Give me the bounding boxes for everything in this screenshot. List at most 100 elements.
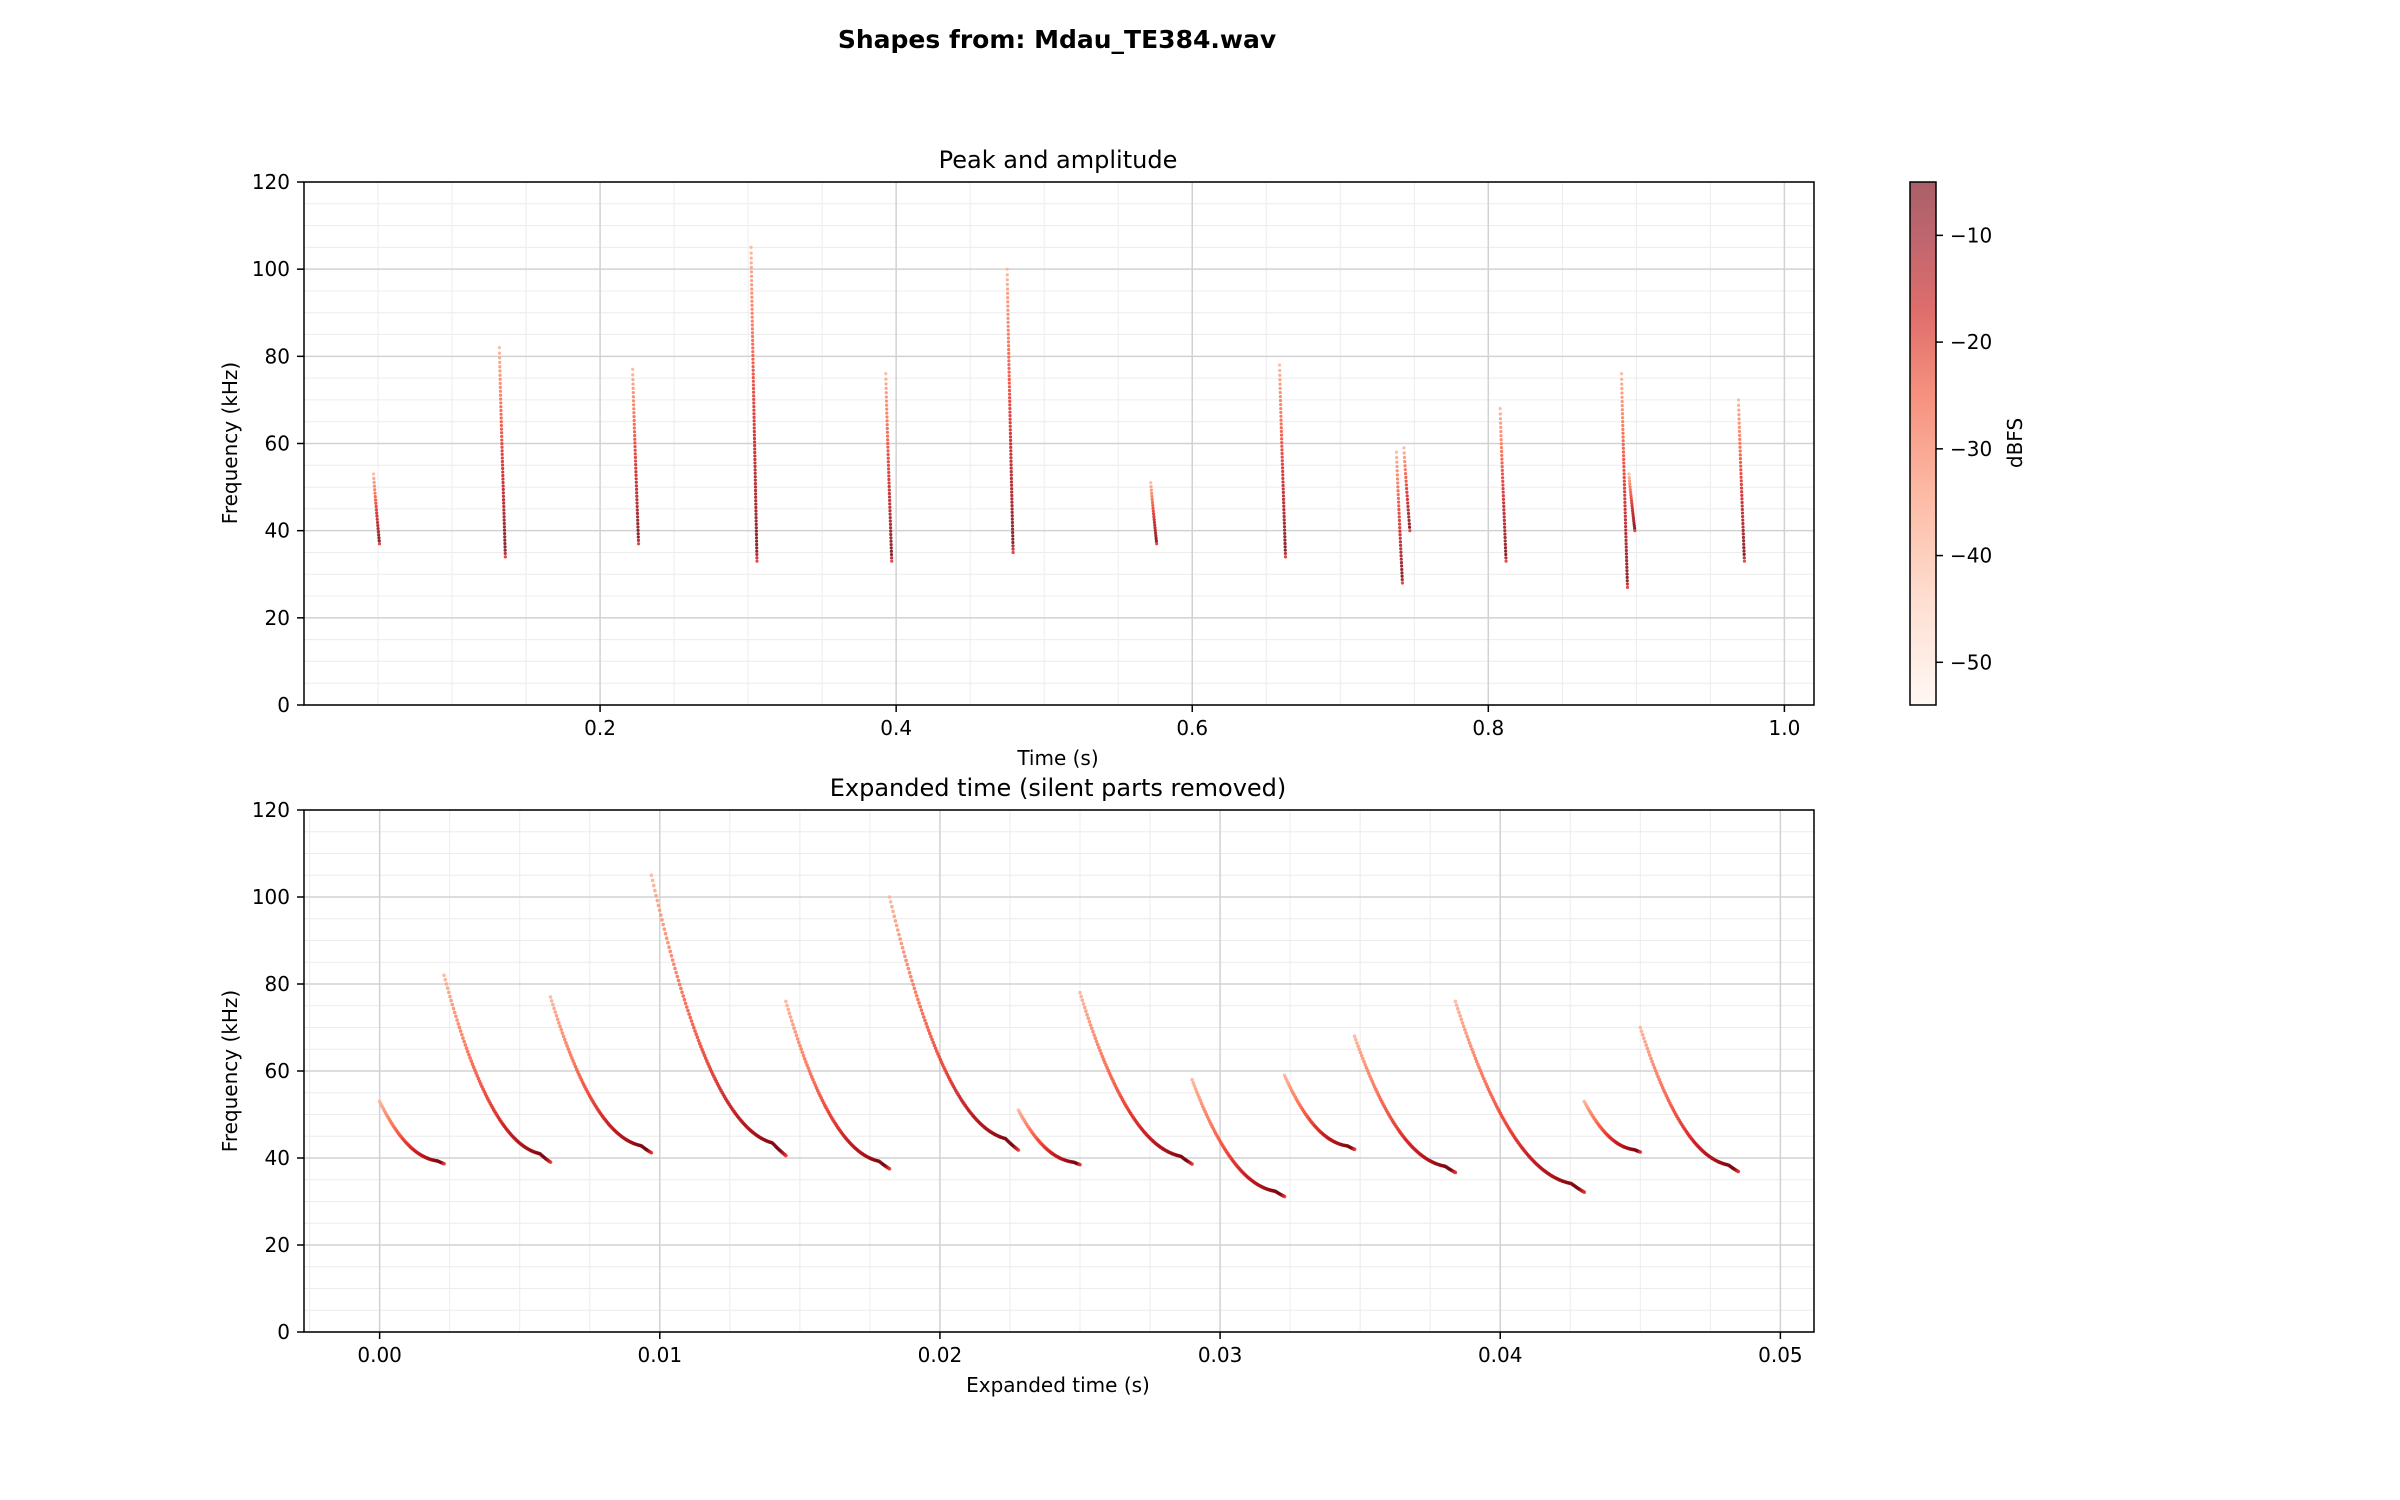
call-12-point [1582,1190,1587,1194]
call-9-point [1399,554,1403,558]
call-14-point [1740,511,1745,515]
call-5-point [886,438,890,442]
call-6-point [1006,332,1010,336]
call-4-point [752,440,757,444]
call-6-point [1010,510,1014,514]
y-tick-label: 60 [265,432,290,456]
call-5-point [885,403,889,407]
call-9-point [1400,571,1404,575]
call-7-point [1153,531,1158,535]
call-10-point [1403,464,1407,468]
call-12-point [1453,999,1458,1004]
call-6-point [903,954,907,959]
call-12-point [1624,528,1628,532]
call-12-point [1470,1047,1474,1052]
call-10-point [1407,522,1411,526]
call-2-point [503,541,507,546]
call-12-point [1621,435,1625,439]
call-5-point [885,430,890,434]
call-9-point [1399,557,1403,561]
call-6-point [1010,520,1015,525]
call-3-point [633,455,638,460]
call-6-point [1005,278,1009,282]
call-3-point [649,1150,654,1155]
call-14-point [1647,1053,1652,1057]
call-6-point [1006,296,1010,300]
call-12-point [1471,1050,1475,1055]
call-6-point [1011,544,1015,548]
call-11-point [1499,434,1503,438]
call-6-point [1009,459,1013,463]
call-3-point [634,487,639,491]
call-6-point [912,986,917,991]
call-2-point [468,1056,472,1060]
call-14-point [1737,421,1741,425]
chart-1-ylabel: Frequency (kHz) [218,362,242,524]
call-5-point [785,1003,789,1008]
call-1-point [374,508,378,512]
call-6-point [911,982,915,987]
call-5-point [885,434,890,438]
call-9-point [1397,522,1402,526]
call-4-point [754,526,758,530]
call-10-point [1405,494,1409,498]
call-7-point [1153,523,1157,527]
call-9-point [1195,1090,1199,1094]
call-6-point [1006,340,1011,344]
x-tick-label: 0.02 [918,1343,963,1367]
call-5-point [884,399,889,403]
call-4-point [753,468,757,472]
call-2-point [500,449,504,453]
call-6-point [1009,442,1013,446]
call-8-point [1279,426,1283,430]
call-6-point [908,974,913,979]
call-14-point [1741,528,1745,533]
call-2-point [471,1065,476,1069]
call-14-point [1739,468,1743,472]
call-12-point [1622,479,1626,483]
call-2-point [498,373,502,377]
call-6-point [1006,304,1010,308]
call-6-point [1005,267,1009,271]
call-11-point [1353,1037,1358,1042]
call-8-point [1278,399,1283,403]
call-8-point [1087,1019,1092,1024]
call-4-point [649,873,654,878]
call-4-point [688,1015,693,1020]
call-6-point [1006,312,1010,316]
call-4-point [675,974,680,979]
call-13-point [1632,519,1636,523]
call-3-point [633,444,637,449]
call-11-point [1498,417,1503,421]
call-8-point [1280,444,1284,448]
x-tick-label: 1.0 [1768,716,1800,740]
call-9-point [1399,547,1403,551]
call-3-point [636,532,640,536]
call-12-point [1625,569,1629,573]
call-9-point [1397,518,1402,523]
call-4-point [752,412,756,416]
call-11-point [1501,486,1505,491]
call-13-point [1631,511,1635,515]
call-2-point [499,427,504,431]
call-9-point [1398,536,1402,540]
call-12-point [1624,555,1629,559]
call-5-point [885,423,889,427]
call-4-point [753,454,757,458]
call-9-point [1397,511,1401,515]
call-11-point [1361,1056,1365,1061]
call-2-point [548,1160,553,1164]
call-2-point [500,438,504,442]
call-12-point [1621,423,1625,428]
call-3-point [636,538,641,542]
call-12-point [1620,387,1624,391]
call-3-point [567,1050,572,1054]
call-4-point [673,966,677,971]
call-10-point [1406,501,1410,505]
call-1-point [371,472,376,476]
call-2-point [456,1021,461,1026]
call-6-point [1008,399,1012,403]
call-14-point [1658,1080,1663,1085]
call-3-point [568,1053,573,1057]
call-4-point [751,364,755,369]
